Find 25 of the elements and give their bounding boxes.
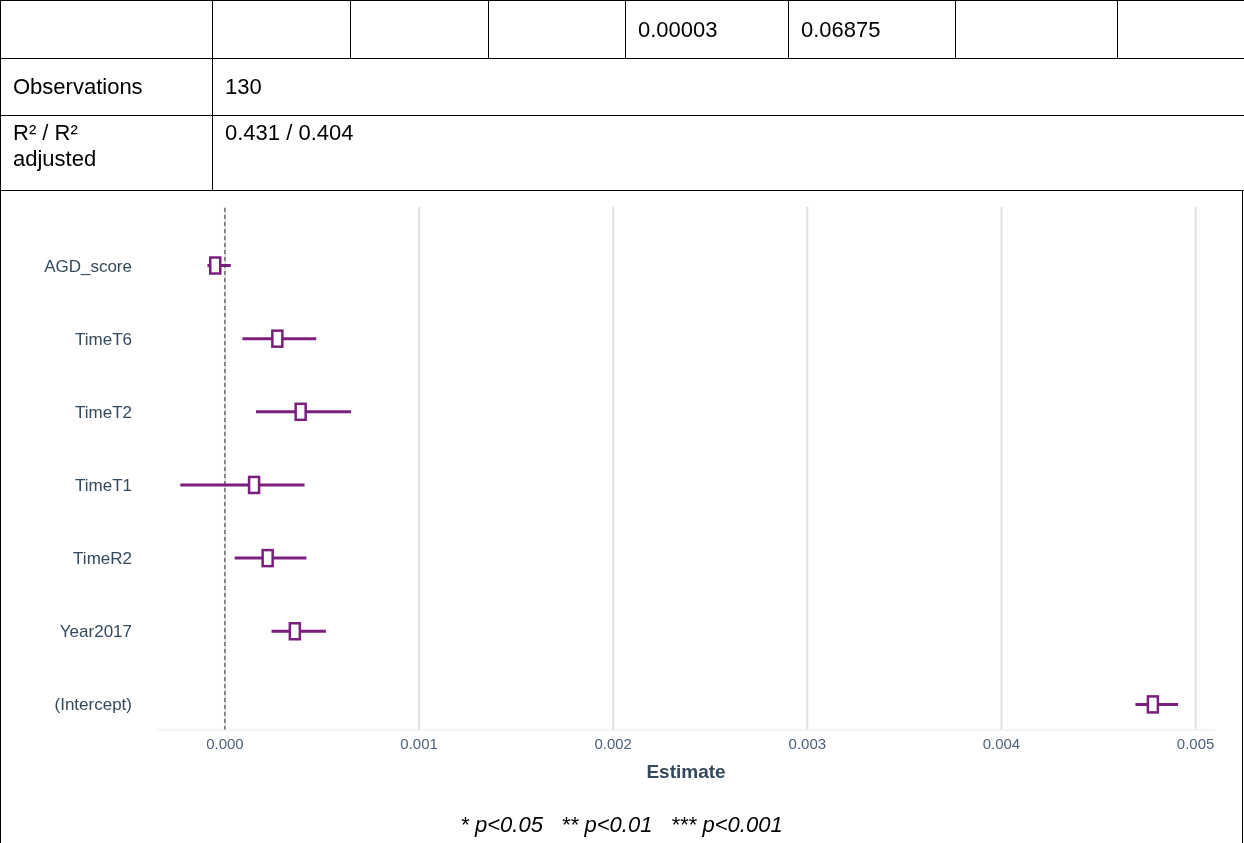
text: 0.00003 — [637, 16, 718, 42]
y-tick-label: AGD_score — [44, 256, 132, 276]
y-tick-label: TimeT2 — [75, 402, 132, 422]
point — [247, 475, 261, 495]
point — [208, 256, 222, 275]
y-tick-label: TimeR2 — [73, 549, 132, 569]
x-tick-label: 0.001 — [400, 734, 438, 752]
point — [1146, 695, 1160, 714]
text: 0.06875 — [800, 16, 881, 42]
x-tick-label: 0.004 — [982, 734, 1021, 752]
y-tick-label: (Intercept) — [54, 695, 132, 715]
text: R² / R² adjusted — [13, 120, 98, 172]
y-tick-label: TimeT1 — [75, 475, 132, 495]
x-axis-title: Estimate — [646, 761, 726, 782]
text: 0.431 / 0.404 — [212, 115, 1244, 191]
x-tick-label: 0.000 — [206, 734, 244, 752]
y-tick-label: TimeT6 — [75, 329, 132, 349]
text: * p<0.05 ** p<0.01 *** p<0.001 — [459, 812, 784, 838]
text: 130 — [224, 74, 262, 99]
point — [288, 622, 302, 641]
x-tick-label: 0.005 — [1176, 734, 1215, 752]
x-tick-label: 0.003 — [788, 734, 827, 752]
y-tick-label: Year2017 — [59, 622, 132, 642]
text: Observations — [12, 74, 143, 99]
x-tick-label: 0.002 — [594, 734, 632, 752]
